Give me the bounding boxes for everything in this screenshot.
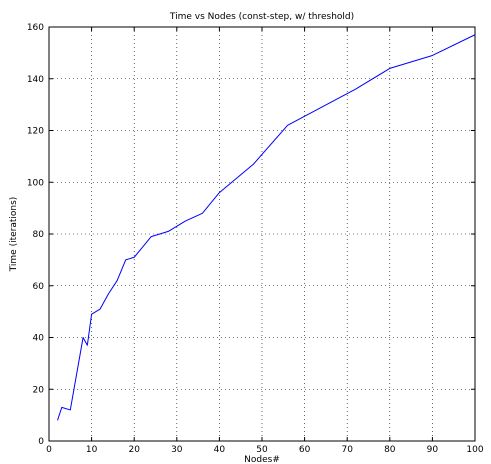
x-axis-title: Nodes#: [244, 455, 280, 464]
y-tick-label: 100: [27, 178, 44, 188]
x-tick-label: 50: [256, 445, 268, 455]
x-tick-label: 20: [128, 445, 140, 455]
y-tick-label: 120: [27, 127, 44, 137]
y-axis-title: Time (iterations): [9, 197, 19, 273]
y-axis-tick-labels: 0 20 40 60 80 100 120 140 160: [27, 23, 44, 447]
x-tick-label: 80: [384, 445, 396, 455]
series-line: [57, 34, 476, 421]
y-tick-label: 40: [33, 334, 45, 344]
x-tick-label: 70: [341, 445, 353, 455]
x-tick-label: 10: [86, 445, 98, 455]
grid-lines: [49, 27, 475, 441]
y-tick-label: 0: [38, 437, 44, 447]
x-tick-label: 40: [214, 445, 226, 455]
x-tick-label: 100: [466, 445, 483, 455]
y-tick-label: 80: [33, 230, 45, 240]
x-tick-label: 90: [427, 445, 439, 455]
axis-ticks: [48, 26, 476, 442]
y-tick-label: 140: [27, 75, 44, 85]
x-axis-tick-labels: 0 10 20 30 40 50 60 70 80 90 100: [46, 445, 484, 455]
y-tick-label: 20: [33, 385, 45, 395]
x-tick-label: 60: [299, 445, 311, 455]
x-tick-label: 0: [46, 445, 52, 455]
y-tick-label: 60: [33, 282, 45, 292]
series-layer: [57, 34, 476, 421]
y-tick-label: 160: [27, 23, 44, 33]
chart-title: Time vs Nodes (const-step, w/ threshold): [169, 12, 354, 22]
x-tick-label: 30: [171, 445, 183, 455]
